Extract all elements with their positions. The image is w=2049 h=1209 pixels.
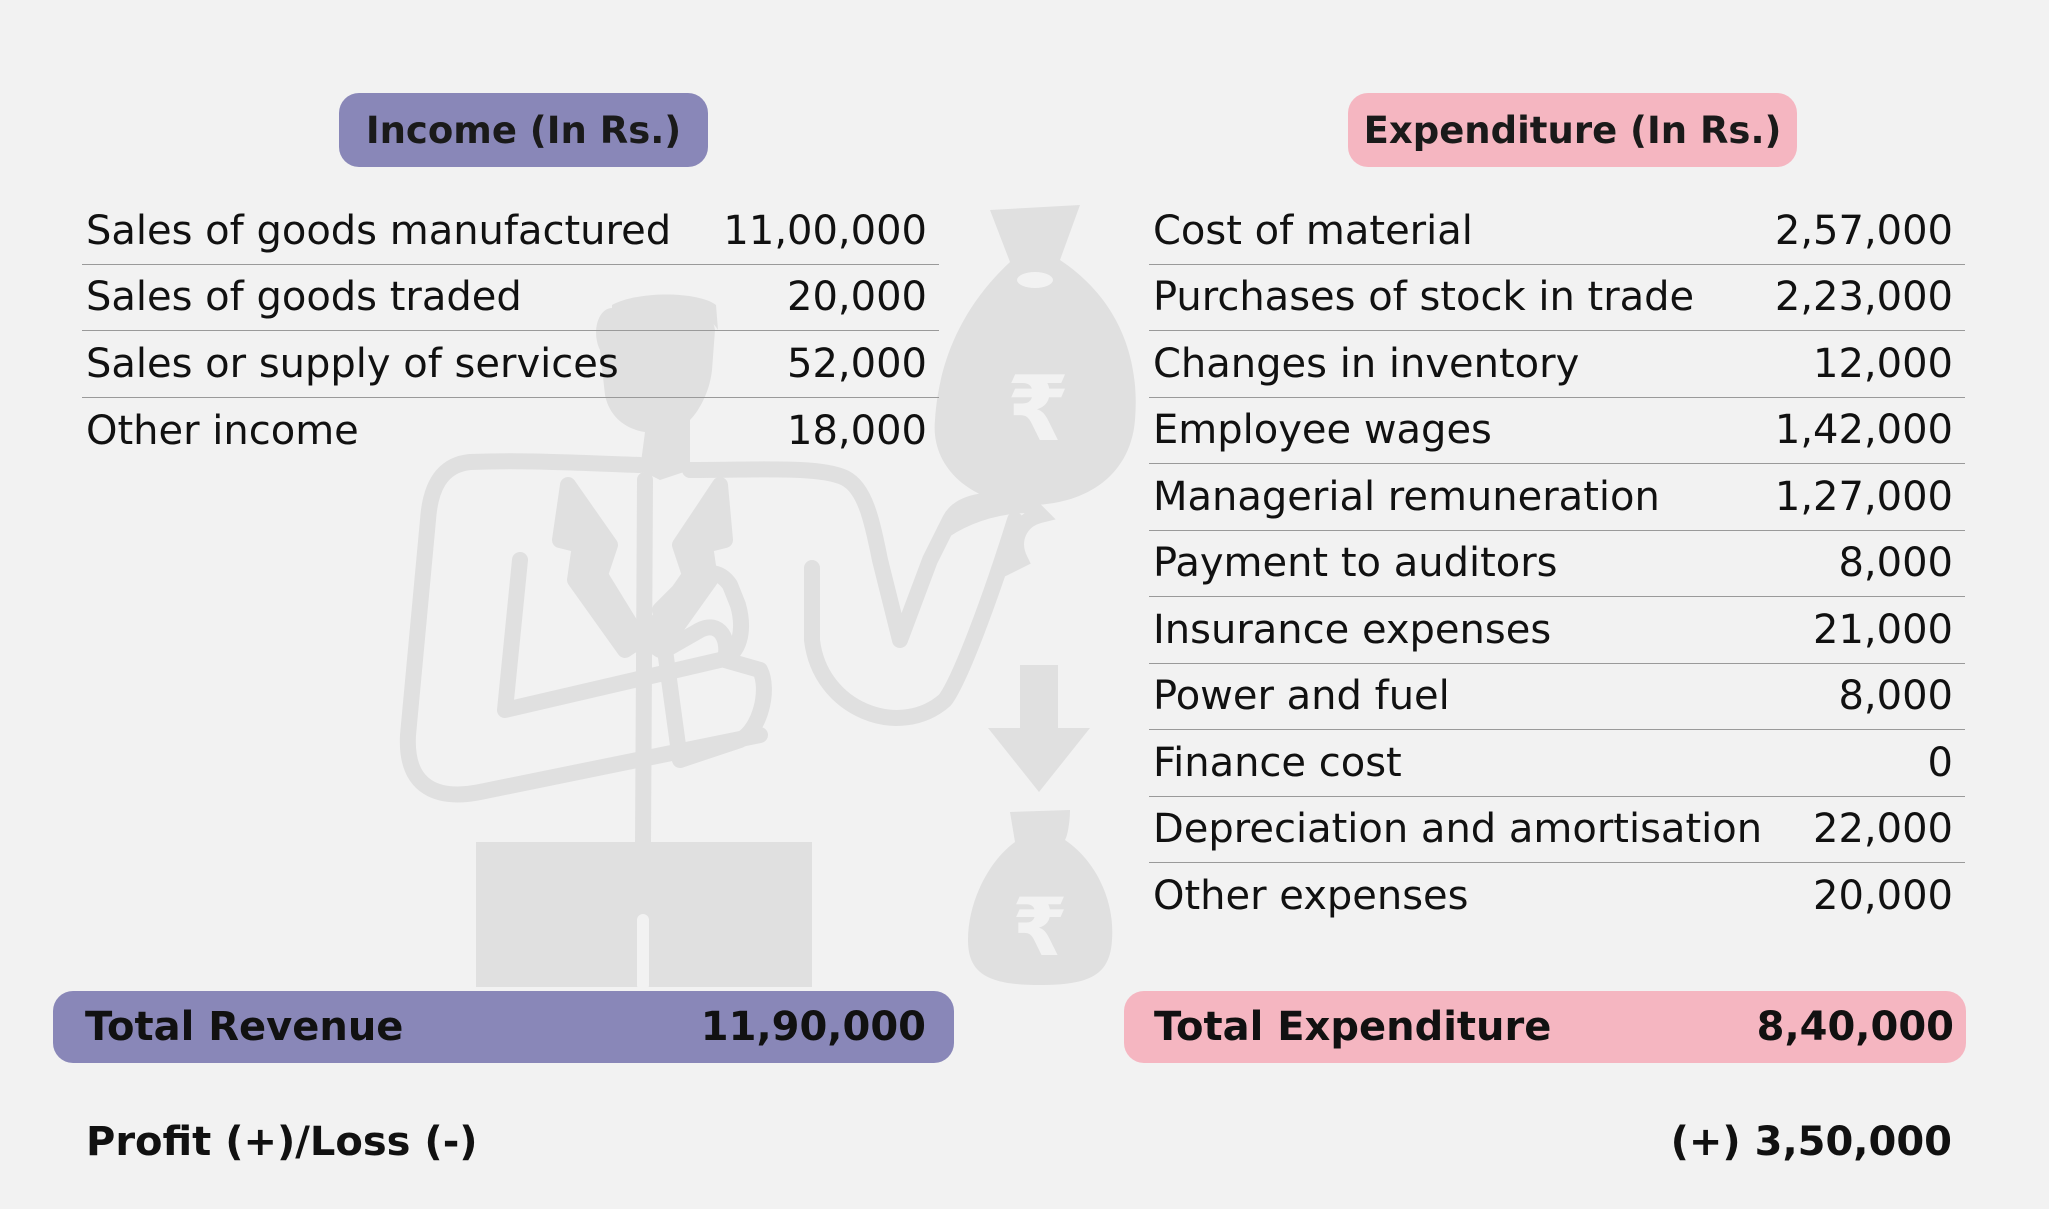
row-value: 1,27,000 — [1774, 473, 1953, 520]
row-label: Purchases of stock in trade — [1153, 274, 1695, 321]
total-revenue-label: Total Revenue — [85, 1004, 404, 1050]
row-value: 0 — [1927, 739, 1953, 786]
row-label: Sales of goods traded — [86, 274, 522, 321]
row-label: Other expenses — [1153, 873, 1469, 920]
table-row: Sales of goods manufactured 11,00,000 — [82, 198, 939, 265]
row-label: Payment to auditors — [1153, 540, 1558, 587]
total-expenditure-label: Total Expenditure — [1154, 1004, 1552, 1050]
row-value: 20,000 — [1813, 873, 1953, 920]
row-value: 18,000 — [787, 407, 927, 454]
profit-label: Profit (+)/Loss (-) — [86, 1119, 478, 1165]
table-row: Managerial remuneration 1,27,000 — [1149, 464, 1965, 531]
row-value: 2,23,000 — [1774, 274, 1953, 321]
table-row: Sales or supply of services 52,000 — [82, 331, 939, 398]
money-bag-icon: ₹ — [968, 810, 1113, 985]
total-revenue-bar: Total Revenue 11,90,000 — [53, 991, 954, 1063]
table-row: Purchases of stock in trade 2,23,000 — [1149, 265, 1965, 331]
table-row: Insurance expenses 21,000 — [1149, 597, 1965, 664]
row-value: 22,000 — [1813, 806, 1953, 853]
table-row: Payment to auditors 8,000 — [1149, 531, 1965, 597]
table-row: Sales of goods traded 20,000 — [82, 265, 939, 331]
row-value: 1,42,000 — [1774, 407, 1953, 454]
profit-value: (+) 3,50,000 — [1670, 1119, 1952, 1165]
row-value: 12,000 — [1813, 340, 1953, 387]
money-bag-icon: ₹ — [934, 205, 1136, 505]
businessman-icon — [399, 294, 1023, 991]
expenditure-table: Cost of material 2,57,000 Purchases of s… — [1149, 198, 1965, 930]
row-label: Sales of goods manufactured — [86, 207, 672, 254]
row-value: 2,57,000 — [1774, 207, 1953, 254]
row-label: Insurance expenses — [1153, 606, 1552, 653]
total-expenditure-value: 8,40,000 — [1756, 1004, 1954, 1050]
row-value: 52,000 — [787, 340, 927, 387]
row-label: Employee wages — [1153, 407, 1492, 454]
svg-text:₹: ₹ — [1012, 881, 1068, 974]
table-row: Other expenses 20,000 — [1149, 863, 1965, 930]
table-row: Depreciation and amortisation 22,000 — [1149, 797, 1965, 863]
table-row: Other income 18,000 — [82, 398, 939, 465]
row-value: 11,00,000 — [723, 207, 927, 254]
row-label: Managerial remuneration — [1153, 473, 1660, 520]
down-arrow-icon — [988, 665, 1090, 792]
row-value: 21,000 — [1813, 606, 1953, 653]
table-row: Changes in inventory 12,000 — [1149, 331, 1965, 398]
income-table: Sales of goods manufactured 11,00,000 Sa… — [82, 198, 939, 464]
table-row: Power and fuel 8,000 — [1149, 664, 1965, 730]
table-row: Finance cost 0 — [1149, 730, 1965, 797]
profit-row: Profit (+)/Loss (-) (+) 3,50,000 — [86, 1112, 1952, 1172]
row-value: 8,000 — [1838, 673, 1953, 720]
row-label: Other income — [86, 407, 359, 454]
total-revenue-value: 11,90,000 — [700, 1004, 926, 1050]
svg-text:₹: ₹ — [1007, 357, 1070, 462]
row-label: Finance cost — [1153, 739, 1402, 786]
row-value: 20,000 — [787, 274, 927, 321]
expenditure-header: Expenditure (In Rs.) — [1348, 93, 1797, 167]
row-label: Power and fuel — [1153, 673, 1450, 720]
row-value: 8,000 — [1838, 540, 1953, 587]
row-label: Sales or supply of services — [86, 340, 619, 387]
table-row: Cost of material 2,57,000 — [1149, 198, 1965, 265]
row-label: Cost of material — [1153, 207, 1473, 254]
table-row: Employee wages 1,42,000 — [1149, 398, 1965, 464]
row-label: Changes in inventory — [1153, 340, 1580, 387]
row-label: Depreciation and amortisation — [1153, 806, 1763, 853]
total-expenditure-bar: Total Expenditure 8,40,000 — [1124, 991, 1966, 1063]
income-header: Income (In Rs.) — [339, 93, 708, 167]
